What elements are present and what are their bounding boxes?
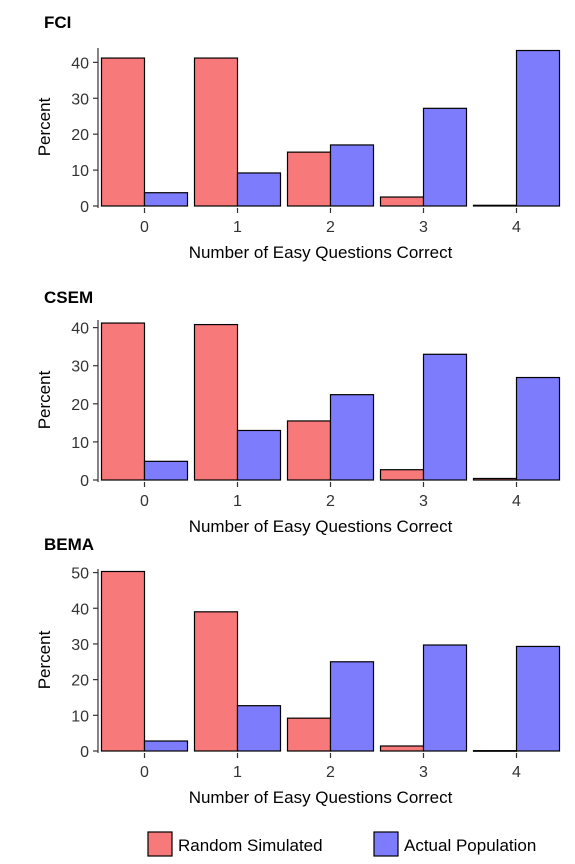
bar-random-simulated-4 xyxy=(472,204,518,207)
bar-random-simulated-1 xyxy=(193,323,239,481)
bar-random-simulated-4 xyxy=(472,477,518,481)
legend-swatch xyxy=(147,831,173,857)
y-tick-label: 10 xyxy=(71,435,89,452)
x-tick-label: 0 xyxy=(140,764,149,781)
bar-random-simulated-0 xyxy=(100,57,146,207)
x-axis-title: Number of Easy Questions Correct xyxy=(189,788,453,807)
bar-actual-population-1 xyxy=(236,172,282,207)
x-tick-label: 2 xyxy=(326,219,335,236)
bar-actual-population-3 xyxy=(422,353,468,481)
x-tick-label: 4 xyxy=(512,764,521,781)
panel-title: FCI xyxy=(44,13,71,32)
y-tick-label: 0 xyxy=(80,473,89,490)
bar-random-simulated-3 xyxy=(379,196,425,207)
bar-random-simulated-3 xyxy=(379,469,425,481)
bar-random-simulated-1 xyxy=(193,57,239,207)
bar-random-simulated-0 xyxy=(100,570,146,752)
x-tick-label: 4 xyxy=(512,219,521,236)
panel-bema: BEMA 0 10 20 30 40 50 Percent 0 1 2 3 4 Number of Eas… xyxy=(35,535,561,807)
y-axis-title: Percent xyxy=(35,97,54,156)
y-tick-label: 30 xyxy=(71,91,89,108)
bar-actual-population-4 xyxy=(515,645,561,752)
bar-actual-population-1 xyxy=(236,429,282,481)
bar-actual-population-0 xyxy=(143,460,189,481)
x-tick-label: 0 xyxy=(140,219,149,236)
x-tick-label: 2 xyxy=(326,493,335,510)
bar-actual-population-0 xyxy=(143,740,189,752)
bar-actual-population-3 xyxy=(422,644,468,752)
y-tick-label: 20 xyxy=(71,397,89,414)
y-tick-label: 10 xyxy=(71,708,89,725)
bar-random-simulated-1 xyxy=(193,611,239,752)
bar-random-simulated-4 xyxy=(472,750,518,752)
bar-actual-population-2 xyxy=(329,394,375,481)
y-axis-title: Percent xyxy=(35,370,54,429)
x-tick-label: 4 xyxy=(512,493,521,510)
x-tick-label: 3 xyxy=(419,493,428,510)
panel-csem: CSEM 0 10 20 30 40 Percent 0 1 2 3 4 Number of Easy … xyxy=(35,288,561,536)
bar-random-simulated-2 xyxy=(286,420,332,481)
bar-random-simulated-3 xyxy=(379,745,425,752)
panel-title: CSEM xyxy=(44,288,93,307)
x-tick-label: 1 xyxy=(233,219,242,236)
x-tick-label: 3 xyxy=(419,764,428,781)
legend: Random Simulated Actual Population xyxy=(147,831,536,857)
y-tick-label: 40 xyxy=(71,321,89,338)
bar-actual-population-0 xyxy=(143,192,189,207)
y-tick-label: 50 xyxy=(71,566,89,583)
x-axis-title: Number of Easy Questions Correct xyxy=(189,243,453,262)
bar-actual-population-2 xyxy=(329,661,375,752)
x-tick-label: 1 xyxy=(233,764,242,781)
panel-fci: FCI 0 10 20 30 40 Percent 0 1 2 3 4 Number of Easy Q… xyxy=(35,13,561,262)
x-tick-label: 1 xyxy=(233,493,242,510)
y-tick-label: 30 xyxy=(71,637,89,654)
y-tick-label: 30 xyxy=(71,359,89,376)
legend-label: Random Simulated xyxy=(178,836,323,855)
legend-item-random-simulated: Random Simulated xyxy=(147,831,323,857)
x-axis-title: Number of Easy Questions Correct xyxy=(189,517,453,536)
legend-label: Actual Population xyxy=(404,836,536,855)
x-tick-label: 0 xyxy=(140,493,149,510)
y-tick-label: 40 xyxy=(71,55,89,72)
bar-random-simulated-2 xyxy=(286,151,332,207)
bar-random-simulated-2 xyxy=(286,717,332,752)
legend-item-actual-population: Actual Population xyxy=(373,831,536,857)
x-tick-label: 2 xyxy=(326,764,335,781)
bar-actual-population-4 xyxy=(515,49,561,207)
bar-random-simulated-0 xyxy=(100,322,146,481)
bar-actual-population-4 xyxy=(515,376,561,481)
y-tick-label: 0 xyxy=(80,744,89,761)
y-tick-label: 20 xyxy=(71,127,89,144)
panel-title: BEMA xyxy=(44,535,94,554)
y-tick-label: 40 xyxy=(71,601,89,618)
y-tick-label: 10 xyxy=(71,163,89,180)
bar-actual-population-3 xyxy=(422,107,468,207)
y-axis-title: Percent xyxy=(35,630,54,689)
y-tick-label: 0 xyxy=(80,199,89,216)
x-tick-label: 3 xyxy=(419,219,428,236)
bar-actual-population-1 xyxy=(236,705,282,752)
legend-swatch xyxy=(373,831,399,857)
y-tick-label: 20 xyxy=(71,673,89,690)
bar-actual-population-2 xyxy=(329,144,375,207)
